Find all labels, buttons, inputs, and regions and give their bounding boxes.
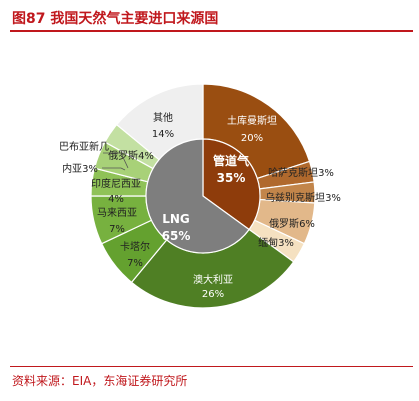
leader-line-papua-new-guinea-pct [102, 167, 126, 171]
outer-label-10: 内亚3% [62, 162, 98, 175]
outer-label-name-11: 巴布亚新几 [59, 140, 109, 153]
outer-label-name-0: 土库曼斯坦 [227, 114, 277, 127]
outer-label-pct-10: 3% [82, 164, 98, 175]
outer-label-pct-1: 3% [318, 168, 334, 179]
outer-label-1: 哈萨克斯坦3% [268, 166, 334, 179]
outer-label-4: 缅甸3% [258, 236, 294, 249]
inner-label-pct-0: 35% [217, 171, 246, 185]
outer-label-name-3: 俄罗斯 [269, 217, 299, 230]
source-divider [10, 366, 413, 367]
outer-label-pct-9: 4% [138, 151, 154, 162]
outer-label-name-8: 印度尼西亚 [91, 177, 141, 190]
inner-label-name-1: LNG [162, 212, 190, 226]
outer-label-pct-4: 3% [278, 238, 294, 249]
figure-title: 图87 我国天然气主要进口来源国 [12, 11, 219, 27]
outer-label-pct-5: 26% [202, 289, 224, 300]
leader-line-papua-new-guinea [103, 152, 129, 169]
outer-label-name-7: 马来西亚 [97, 207, 137, 219]
outer-label-pct-2: 3% [325, 193, 341, 204]
outer-label-name-2: 乌兹别克斯坦 [265, 191, 325, 204]
outer-label-2: 乌兹别克斯坦3% [265, 191, 341, 204]
title-divider [10, 30, 413, 32]
outer-label-pct-7: 7% [109, 224, 125, 235]
outer-label-pct-6: 7% [127, 258, 143, 269]
outer-label-name-9: 俄罗斯 [108, 149, 138, 162]
outer-label-pct-0: 20% [241, 133, 263, 144]
outer-label-9: 俄罗斯4% [108, 149, 154, 162]
outer-label-name-1: 哈萨克斯坦 [268, 166, 318, 179]
outer-label-pct-12: 14% [152, 129, 174, 140]
outer-label-3: 俄罗斯6% [269, 217, 315, 230]
inner-slice-0 [202, 138, 261, 231]
outer-label-name-5: 澳大利亚 [193, 273, 233, 286]
inner-label-name-0: 管道气 [213, 153, 249, 168]
outer-label-name-6: 卡塔尔 [120, 240, 150, 253]
outer-label-name-12: 其他 [153, 111, 173, 124]
inner-label-pct-1: 65% [162, 229, 191, 243]
outer-label-pct-3: 6% [299, 219, 315, 230]
outer-label-pct-8: 4% [108, 194, 124, 205]
inner-slice-1 [145, 138, 250, 254]
source-note: 资料来源：EIA，东海证券研究所 [12, 374, 188, 388]
outer-label-name-4: 缅甸 [258, 236, 278, 249]
outer-label-name-10: 内亚 [62, 162, 82, 175]
